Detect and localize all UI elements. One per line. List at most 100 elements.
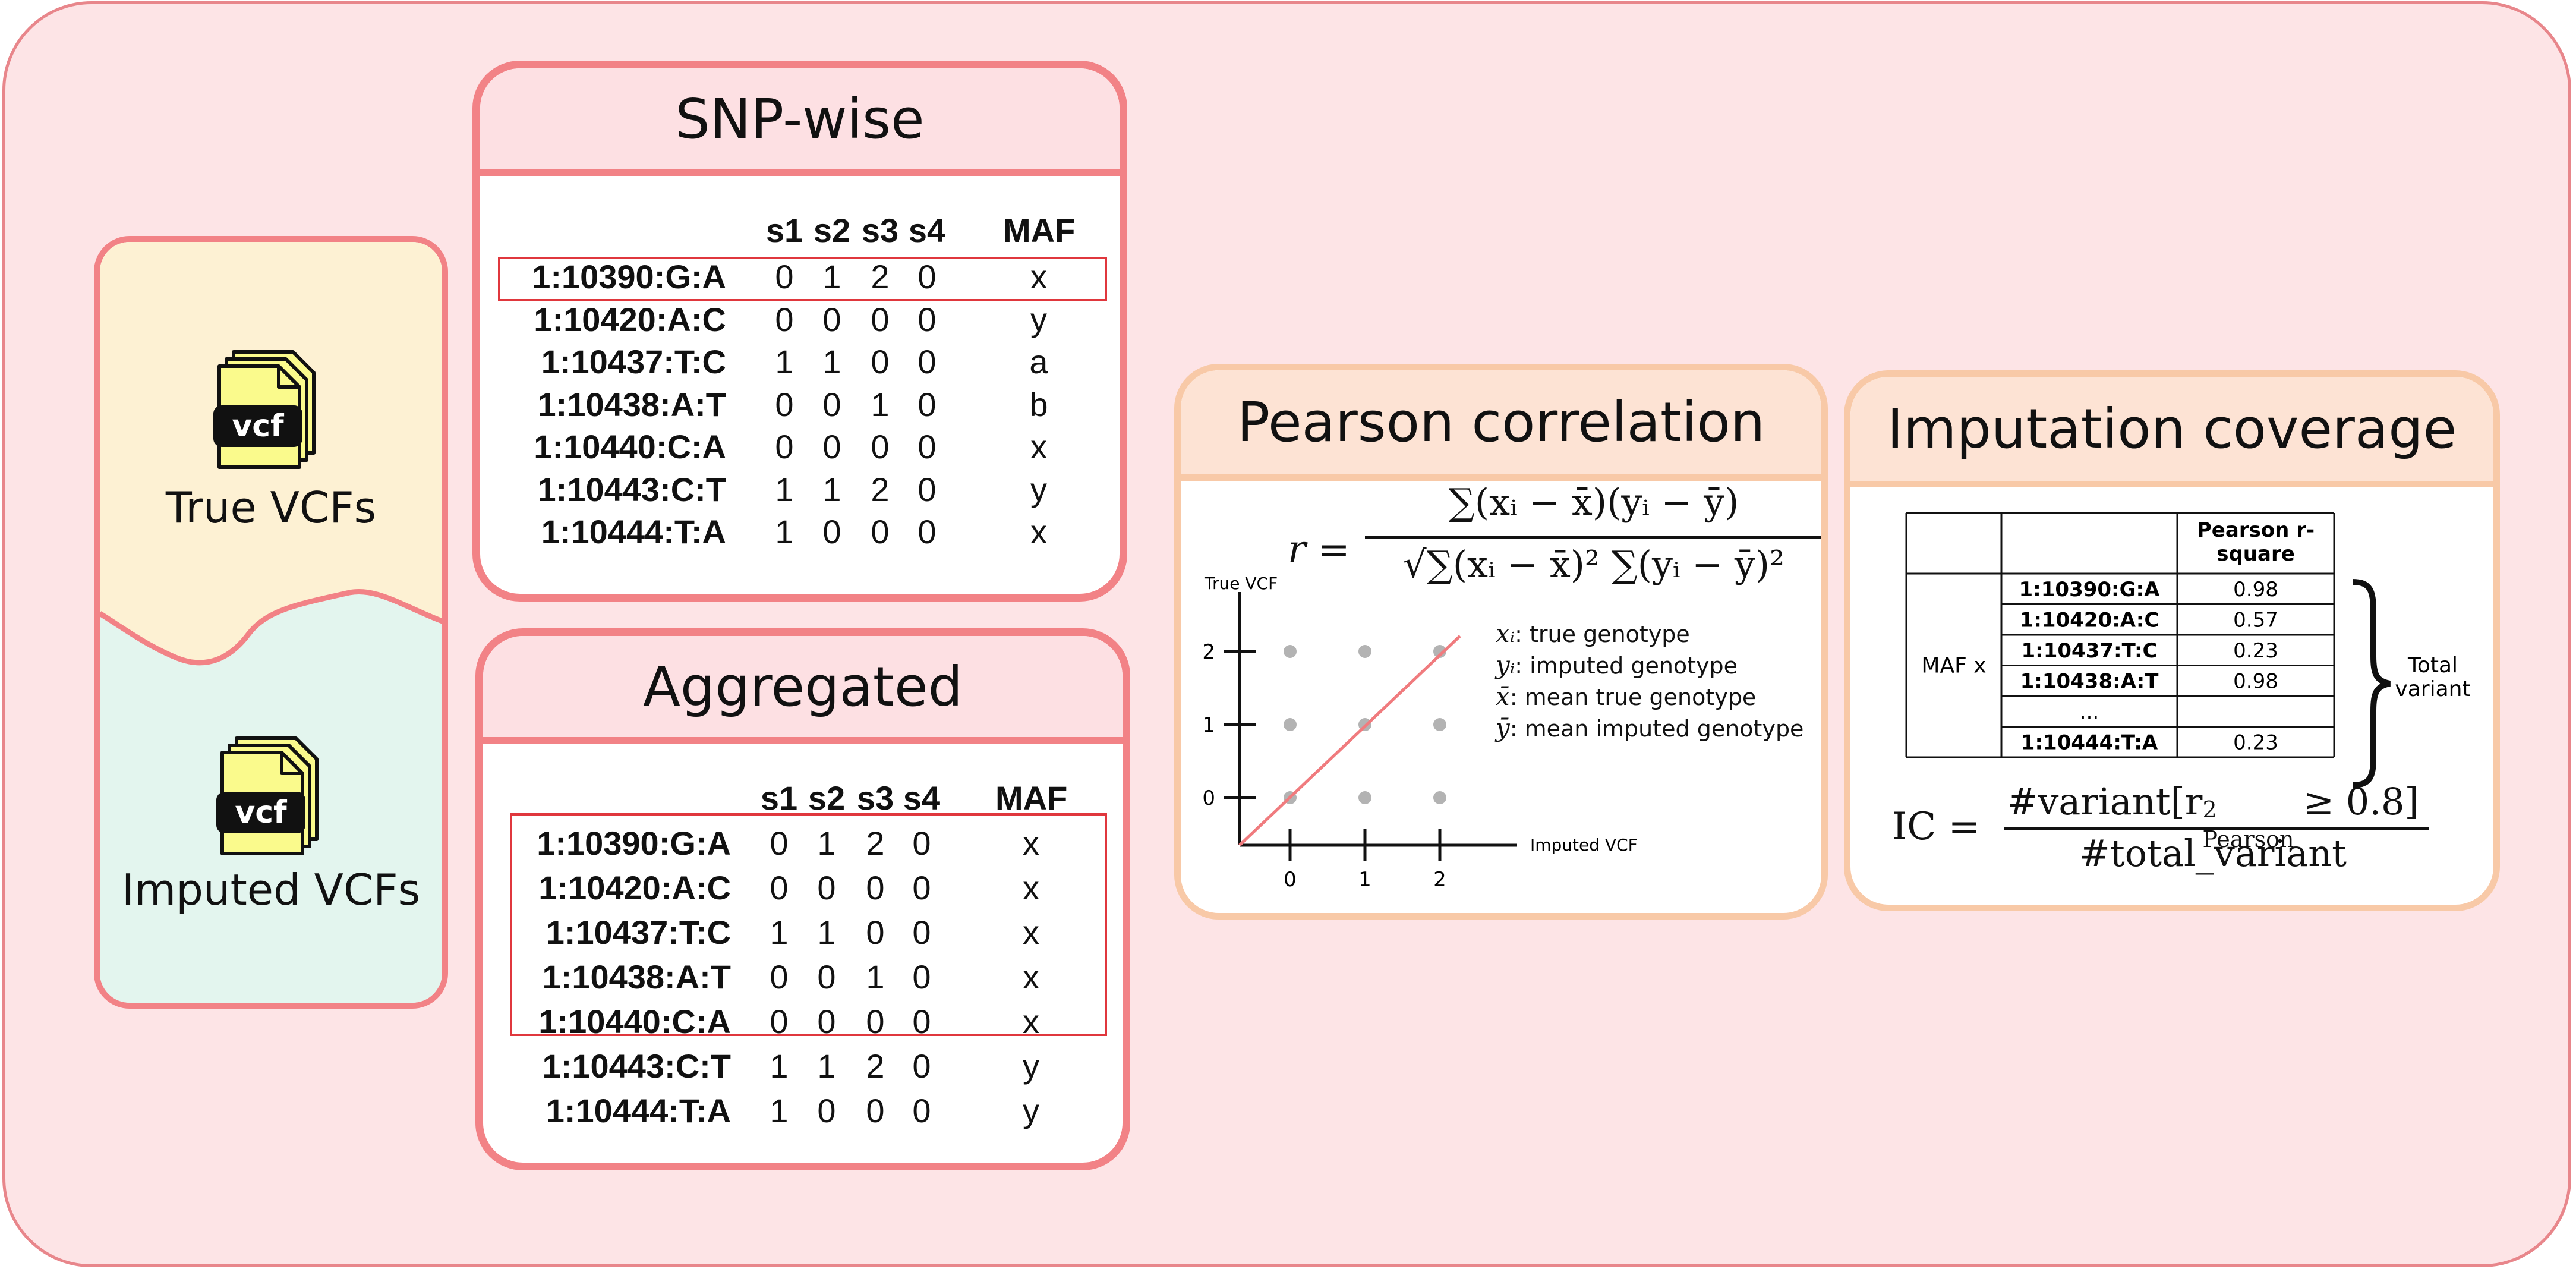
genotype-value: 0 [817, 869, 836, 906]
column-header: s4 [908, 212, 946, 249]
snp-wise-highlight [498, 257, 1107, 301]
pearson-panel: Pearson correlation r = ∑(xᵢ − x̄)(yᵢ − … [1174, 364, 1828, 920]
genotype-value: 1 [871, 385, 890, 423]
maf-value: y [1030, 470, 1047, 508]
y-tick-label: 1 [1202, 713, 1215, 737]
x-tick-label: 2 [1433, 868, 1446, 892]
aggregated-highlight [510, 813, 1107, 1036]
coverage-variant-id: ... [2080, 700, 2099, 724]
genotype-value: 0 [917, 513, 937, 550]
true-vcf-file-icon: vcf [210, 349, 329, 476]
imputed-vcf-file-icon: vcf [213, 735, 332, 862]
genotype-value: 0 [817, 1092, 836, 1129]
genotype-value: 0 [912, 1047, 931, 1085]
coverage-title: Imputation coverage [1850, 377, 2493, 487]
genotype-value: 1 [775, 513, 794, 550]
genotype-value: 0 [912, 869, 931, 906]
maf-value: x [1023, 958, 1039, 996]
true-vcfs-label: True VCFs [165, 483, 377, 533]
genotype-value: 1 [822, 258, 841, 295]
maf-value: x [1023, 824, 1039, 862]
variant-id: 1:10444:T:A [546, 1092, 731, 1129]
genotype-value: 0 [871, 513, 890, 550]
aggregated-title: Aggregated [483, 636, 1123, 744]
genotype-value: 1 [770, 1047, 789, 1085]
variant-id: 1:10420:A:C [538, 869, 731, 906]
column-header: s2 [813, 212, 851, 249]
genotype-value: 0 [822, 300, 841, 338]
genotype-value: 0 [775, 300, 794, 338]
variant-id: 1:10390:G:A [537, 824, 731, 862]
maf-value: x [1030, 428, 1047, 465]
genotype-value: 0 [866, 869, 885, 906]
maf-value: x [1023, 869, 1039, 906]
maf-value: y [1023, 1047, 1039, 1085]
legend-item: yᵢ: imputed genotype [1496, 650, 1803, 682]
maf-value: y [1023, 1092, 1039, 1129]
x-tick-label: 0 [1284, 868, 1297, 892]
genotype-value: 2 [866, 1047, 885, 1085]
legend-item: ȳ: mean imputed genotype [1496, 713, 1803, 745]
y-tick-label: 0 [1202, 786, 1215, 810]
coverage-variant-id: 1:10390:G:A [2019, 578, 2161, 602]
genotype-value: 1 [817, 914, 836, 951]
variant-id: 1:10437:T:C [546, 914, 731, 951]
coverage-r2-value: 0.23 [2233, 731, 2278, 754]
pearson-legend: xᵢ: true genotype yᵢ: imputed genotype x̄:… [1496, 619, 1803, 745]
legend-text: : mean imputed genotype [1509, 716, 1804, 742]
imputed-vcf-icon-text: vcf [235, 795, 288, 830]
maf-value: x [1030, 513, 1047, 550]
genotype-value: 0 [917, 470, 937, 508]
maf-value: x [1023, 914, 1039, 951]
pearson-formula-denominator: √∑(xᵢ − x̄)² ∑(yᵢ − ȳ)² [1403, 543, 1784, 586]
variant-id: 1:10390:G:A [532, 258, 726, 295]
variant-id: 1:10438:A:T [537, 385, 726, 423]
variant-id: 1:10420:A:C [534, 300, 726, 338]
genotype-value: 0 [871, 428, 890, 465]
coverage-r2-value: 0.23 [2233, 639, 2278, 663]
genotype-value: 0 [917, 385, 937, 423]
coverage-variant-id: 1:10420:A:C [2020, 608, 2159, 632]
y-tick-label: 2 [1202, 640, 1215, 664]
genotype-value: 1 [817, 1047, 836, 1085]
total-variant-label: Total [2407, 653, 2458, 678]
coverage-r2-value: 0.98 [2233, 669, 2278, 693]
legend-item: x̄: mean true genotype [1496, 682, 1803, 713]
legend-symbol: xᵢ [1496, 619, 1515, 648]
vcf-sources-card: vcf True VCFs vcf Imputed VCFs [94, 236, 448, 1009]
coverage-panel: Imputation coverage Pearson r-square MAF … [1844, 370, 2500, 911]
maf-value: x [1030, 258, 1047, 295]
data-point [1433, 645, 1446, 658]
genotype-value: 1 [822, 470, 841, 508]
genotype-value: 0 [912, 1092, 931, 1129]
genotype-value: 0 [770, 869, 789, 906]
variant-id: 1:10438:A:T [542, 958, 731, 996]
true-vcf-icon-text: vcf [232, 408, 285, 444]
genotype-value: 0 [912, 958, 931, 996]
genotype-value: 0 [770, 958, 789, 996]
genotype-value: 1 [817, 824, 836, 862]
column-header: MAF [995, 779, 1068, 817]
legend-symbol: x̄ [1496, 682, 1510, 711]
variant-id: 1:10443:C:T [537, 470, 726, 508]
maf-value: y [1030, 300, 1047, 338]
legend-text: : imputed genotype [1515, 653, 1738, 679]
genotype-value: 0 [775, 258, 794, 295]
genotype-value: 0 [775, 428, 794, 465]
coverage-r2-value: 0.57 [2233, 608, 2278, 632]
coverage-column-header: Pearson r- [2197, 518, 2315, 542]
genotype-value: 0 [817, 958, 836, 996]
data-point [1284, 718, 1297, 731]
coverage-formula-denominator: #total_variant [2079, 832, 2347, 875]
coverage-table-graphic: Pearson r-square MAF x 1:10390:G:A 0.98 1:10… [1905, 512, 2471, 788]
genotype-value: 0 [917, 428, 937, 465]
data-point [1433, 791, 1446, 804]
genotype-value: 0 [822, 385, 841, 423]
genotype-value: 1 [775, 470, 794, 508]
genotype-value: 1 [775, 343, 794, 380]
genotype-value: 0 [912, 824, 931, 862]
fit-line [1238, 635, 1461, 846]
column-header: s3 [856, 779, 894, 817]
genotype-value: 2 [871, 258, 890, 295]
